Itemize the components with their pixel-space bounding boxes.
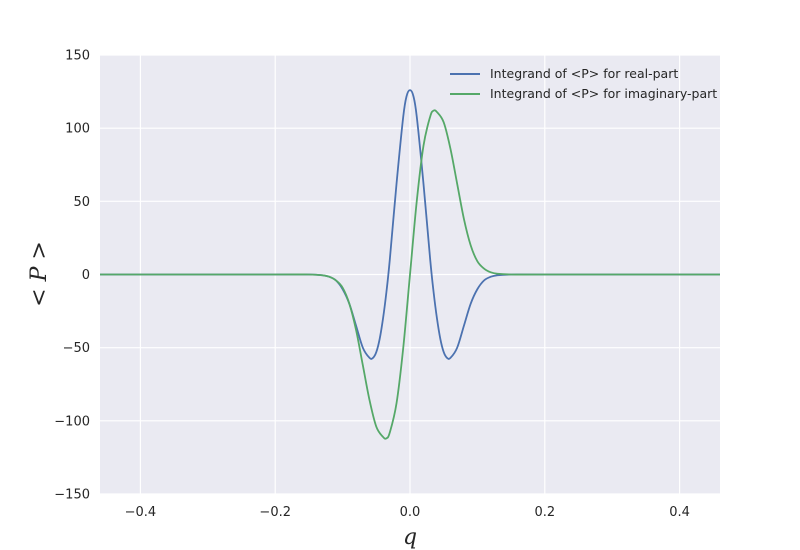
y-tick-label: 100 bbox=[65, 122, 90, 137]
y-tick-label: −100 bbox=[54, 414, 90, 429]
legend: Integrand of <P> for real-part Integrand… bbox=[450, 66, 717, 101]
x-axis-title: q bbox=[403, 525, 417, 550]
y-tick-label: −50 bbox=[63, 341, 90, 356]
y-tick-label: 150 bbox=[65, 49, 90, 64]
series-lines bbox=[100, 89, 720, 440]
x-tick-label: −0.4 bbox=[125, 505, 157, 520]
series-line-imaginary-part bbox=[100, 109, 720, 440]
y-axis-title: < P > bbox=[27, 241, 52, 307]
x-tick-label: 0.0 bbox=[400, 505, 421, 520]
y-tick-labels: −150 −100 −50 0 50 100 150 bbox=[54, 49, 90, 503]
y-tick-label: 0 bbox=[82, 268, 90, 283]
legend-label-real: Integrand of <P> for real-part bbox=[490, 66, 678, 81]
x-tick-label: 0.2 bbox=[534, 505, 555, 520]
x-tick-labels: −0.4 −0.2 0.0 0.2 0.4 bbox=[125, 505, 690, 520]
x-tick-label: −0.2 bbox=[259, 505, 291, 520]
y-tick-label: 50 bbox=[73, 195, 90, 210]
legend-label-imaginary: Integrand of <P> for imaginary-part bbox=[490, 86, 717, 101]
x-tick-label: 0.4 bbox=[669, 505, 690, 520]
y-tick-label: −150 bbox=[54, 488, 90, 503]
